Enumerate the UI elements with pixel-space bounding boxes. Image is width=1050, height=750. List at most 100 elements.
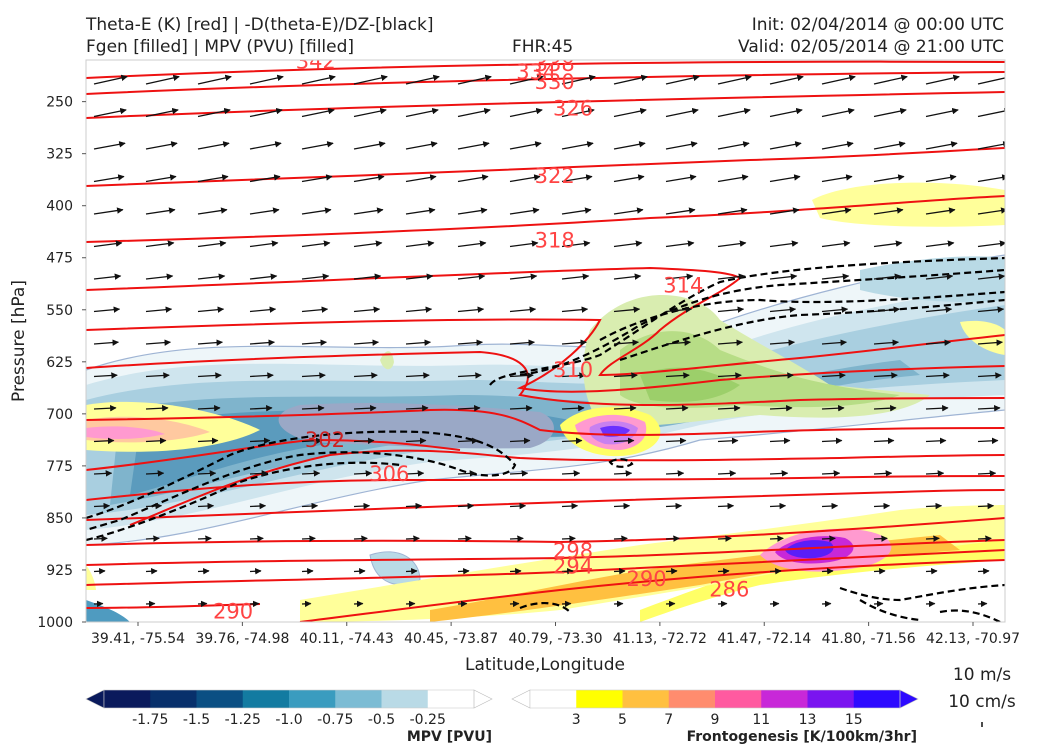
wind-vector: [249, 339, 275, 346]
y-tick-label: 775: [46, 459, 73, 475]
wind-vector: [301, 404, 325, 412]
wind-vector: [145, 502, 163, 510]
wind-vector: [249, 502, 267, 510]
wind-vector: [301, 470, 321, 477]
theta-e-contour-label: 302: [305, 428, 345, 452]
wind-vector: [405, 273, 434, 280]
wind-vector: [145, 306, 173, 313]
colorbar-extend-left: [85, 689, 105, 709]
wind-vector: [93, 404, 117, 412]
y-tick-label: 325: [46, 147, 73, 163]
wind-vector: [93, 174, 125, 183]
theta-e-contour-label: 290: [627, 567, 667, 591]
wind-vector: [353, 470, 373, 477]
wind-vector: [925, 141, 958, 150]
wind-vector: [405, 535, 420, 542]
wind-vector: [717, 107, 751, 118]
wind-vector: [249, 207, 280, 215]
wind-vector: [561, 273, 590, 280]
wind-vector: [457, 141, 490, 150]
wind-vector: [405, 470, 425, 477]
wind-vector: [197, 141, 230, 150]
wind-vector: [977, 74, 1005, 85]
wind-vector: [509, 107, 543, 118]
wind-vector: [613, 141, 646, 150]
wind-vector: [249, 535, 264, 542]
wind-vector: [873, 141, 906, 150]
colorbar-tick-label: -0.25: [410, 712, 446, 728]
wind-vector: [197, 535, 212, 542]
wind-vector: [93, 207, 124, 215]
title-line-1: Theta-E (K) [red] | -D(theta-E)/DZ-[blac…: [86, 15, 434, 35]
wind-vector: [145, 240, 175, 248]
wind-vector: [509, 567, 522, 575]
colorbar-segment: [530, 690, 577, 708]
wind-vector: [665, 273, 694, 280]
wind-vector: [769, 207, 800, 215]
wind-vector: [977, 141, 1005, 150]
wind-vector: [925, 174, 957, 183]
colorbar-segment: [761, 690, 808, 708]
y-tick-label: 625: [46, 355, 73, 371]
wind-vector: [457, 240, 487, 248]
wind-vector: [509, 470, 529, 477]
wind-vector: [353, 107, 387, 118]
wind-vector: [197, 567, 210, 575]
wind-vector: [457, 437, 479, 445]
wind-vector: [301, 437, 323, 445]
theta-e-contours: [86, 60, 1005, 622]
colorbar-tick-label: -1.25: [225, 712, 261, 728]
wind-vector: [145, 339, 171, 346]
colorbar-segment: [853, 690, 901, 708]
theta-e-contour-label: 310: [553, 358, 593, 382]
wind-vector: [457, 535, 472, 542]
colorbar-tick-label: 9: [711, 712, 720, 728]
wind-vector: [353, 306, 381, 313]
wind-vector: [769, 273, 798, 280]
colorbar-segment: [381, 690, 429, 708]
wind-vector: [821, 107, 855, 118]
wind-vector: [301, 502, 319, 510]
wind-vector: [249, 306, 277, 313]
wind-vector: [769, 107, 803, 118]
wind-vector: [457, 502, 475, 510]
wind-vector: [665, 404, 689, 412]
wind-vector: [665, 141, 698, 150]
wind-vector: [93, 141, 126, 150]
colorbar-tick-label: 3: [572, 712, 581, 728]
wind-vector: [561, 74, 596, 85]
wind-vector: [93, 273, 122, 280]
y-axis: 250 325 400 475 550 625 700 775 850 925 1000: [37, 95, 86, 631]
wind-vector: [717, 567, 730, 575]
wind-vector: [405, 372, 430, 379]
colorbar-tick-label: 7: [664, 712, 673, 728]
wind-vector: [509, 339, 535, 346]
wind-vector: [457, 372, 482, 379]
wind-vector: [145, 372, 170, 379]
wind-vector: [405, 437, 427, 445]
wind-vector: [301, 240, 331, 248]
wind-vector: [977, 339, 1003, 346]
wind-vector: [769, 535, 784, 542]
wind-vector: [821, 404, 845, 412]
wind-vector: [821, 470, 841, 477]
colorbar-frame: [529, 689, 901, 709]
wind-vector: [821, 306, 849, 313]
colorbar-extend-left: [511, 689, 531, 709]
wind-vector: [977, 567, 990, 575]
wind-vector: [301, 273, 330, 280]
x-tick-label: 40.79, -73.30: [508, 631, 602, 647]
wind-vector: [197, 306, 225, 313]
wind-vector: [561, 437, 583, 445]
wind-vector: [769, 339, 795, 346]
wind-vector: [873, 207, 904, 215]
wind-vector: [249, 470, 269, 477]
wind-vector: [145, 535, 160, 542]
wind-vector: [509, 437, 531, 445]
wind-vector: [249, 437, 271, 445]
colorbar-segment: [715, 690, 762, 708]
wind-vector: [405, 174, 437, 183]
wind-vector: [873, 339, 899, 346]
wind-vector: [925, 567, 938, 575]
wind-vector: [561, 207, 592, 215]
